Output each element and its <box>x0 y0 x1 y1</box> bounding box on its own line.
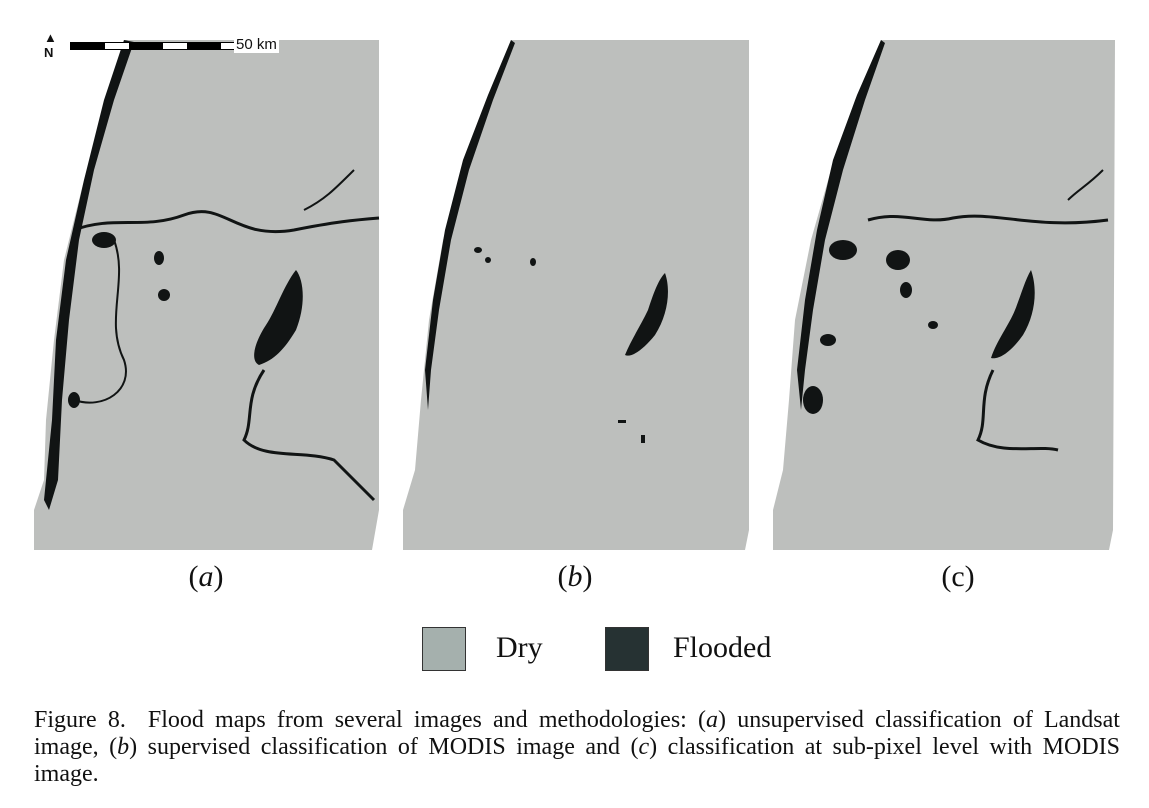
flood-patch <box>485 257 491 263</box>
flood-patch <box>158 289 170 301</box>
legend-label-flooded: Flooded <box>673 631 772 664</box>
dry-area <box>34 40 379 550</box>
flood-patch <box>886 250 910 270</box>
flood-patch <box>154 251 164 265</box>
flooded-lake <box>625 273 668 356</box>
river-channel <box>1067 169 1104 201</box>
coastal-flood-strip <box>44 40 134 510</box>
flood-patch <box>68 392 80 408</box>
panel-label-c: (c) <box>941 560 975 593</box>
figure-caption: Figure 8. Flood maps from several images … <box>34 707 1121 787</box>
dry-area <box>403 40 749 550</box>
map-panel-a <box>34 40 380 550</box>
flood-patch <box>928 321 938 329</box>
figure-number: Figure 8. <box>34 707 126 733</box>
panel-label-b: (b) <box>557 560 593 593</box>
river-channel <box>976 369 1059 452</box>
flood-patch <box>92 232 116 248</box>
dry-area <box>773 40 1115 550</box>
north-arrow-icon: ▲ N <box>44 30 57 60</box>
legend: Dry Flooded <box>422 627 822 677</box>
legend-swatch-flooded <box>605 627 649 671</box>
flood-patch <box>803 386 823 414</box>
scale-bar-label: 50 km <box>234 36 279 53</box>
flood-patch <box>474 247 482 253</box>
legend-label-dry: Dry <box>496 631 543 664</box>
river-channel <box>73 239 127 404</box>
river-channel <box>867 214 1109 225</box>
legend-swatch-dry <box>422 627 466 671</box>
river-channel <box>242 369 376 502</box>
flood-patch <box>618 420 626 423</box>
map-panel-b <box>403 40 749 550</box>
map-panel-c <box>773 40 1115 550</box>
flood-patch <box>641 435 645 443</box>
river-channel <box>303 169 355 211</box>
flooded-lake <box>991 270 1035 359</box>
scale-bar-graphic <box>70 42 242 50</box>
flood-patch <box>530 258 536 266</box>
flood-patch <box>820 334 836 346</box>
flooded-lake <box>254 270 303 365</box>
flood-patch <box>829 240 857 260</box>
scale-bar: ▲ N 50 km <box>44 28 294 60</box>
river-channel <box>73 210 380 233</box>
panel-label-a: (a) <box>188 560 224 593</box>
flood-patch <box>900 282 912 298</box>
